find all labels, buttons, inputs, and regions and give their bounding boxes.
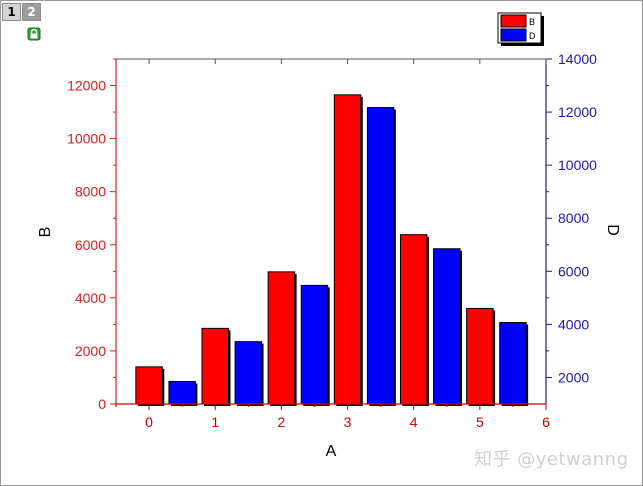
x-axis-title: A (326, 443, 337, 460)
bottom-axis-tick-label: 0 (145, 414, 153, 430)
bar-B-5[interactable] (466, 307, 494, 405)
axes-layer: 0 2000 4000 6000 8000 10000 12000 2000 4000 6000 8… (37, 51, 621, 460)
right-axis-tick-label: 4000 (558, 316, 589, 332)
bar-D-5[interactable] (499, 322, 527, 405)
left-axis-tick-label: 8000 (75, 184, 106, 200)
right-axis-tick-label: 10000 (558, 157, 597, 173)
bar-B-4[interactable] (399, 234, 428, 405)
y-left-axis-title: B (37, 227, 54, 238)
left-axis-tick-label: 4000 (75, 290, 106, 306)
bottom-axis-tick-label: 3 (344, 414, 352, 430)
left-axis-tick-label: 2000 (75, 343, 106, 359)
watermark-text: 知乎 @yetwanng (474, 449, 629, 470)
bottom-axis-tick-label: 6 (542, 414, 550, 430)
left-axis-tick-label: 12000 (67, 78, 106, 94)
bar-D-3[interactable] (366, 107, 395, 405)
bottom-axis-tick-label: 5 (476, 414, 484, 430)
legend[interactable]: BD (497, 12, 544, 46)
right-axis-tick-label: 12000 (558, 104, 597, 120)
bar-D-0[interactable] (168, 380, 196, 405)
left-axis-tick-label: 10000 (67, 131, 106, 147)
lock-icon[interactable] (27, 27, 41, 41)
right-axis-tick-label: 14000 (558, 51, 597, 67)
bar-B-2[interactable] (267, 271, 296, 405)
bars-layer (135, 94, 529, 407)
y-right-axis-title: D (604, 224, 621, 236)
layer-tab-2[interactable]: 2 (22, 3, 41, 21)
bar-B-1[interactable] (201, 327, 229, 405)
left-axis-tick-label: 6000 (75, 237, 106, 253)
legend-label-D: D (529, 31, 536, 41)
left-axis-tick-label: 0 (98, 396, 106, 412)
right-axis-tick-label: 6000 (558, 263, 589, 279)
bar-D-1[interactable] (234, 341, 263, 405)
right-axis-tick-label: 2000 (558, 369, 589, 385)
layer-tab-1[interactable]: 1 (2, 3, 21, 21)
bar-D-2[interactable] (300, 284, 329, 405)
bar-B-3[interactable] (333, 94, 362, 405)
layer-tabs: 1 2 (2, 3, 41, 21)
bottom-axis-tick-label: 2 (277, 414, 285, 430)
bar-D-4[interactable] (433, 248, 461, 405)
legend-swatch-D (500, 28, 527, 42)
legend-swatch-B (500, 14, 527, 28)
bottom-axis-tick-label: 1 (211, 414, 219, 430)
bar-B-0[interactable] (135, 366, 163, 405)
bottom-axis-tick-label: 4 (410, 414, 418, 430)
legend-label-B: B (529, 17, 535, 27)
right-axis-tick-label: 8000 (558, 210, 589, 226)
